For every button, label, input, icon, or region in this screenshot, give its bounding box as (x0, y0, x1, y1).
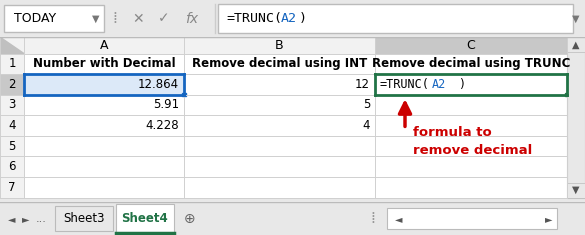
Text: ...: ... (36, 214, 47, 224)
Bar (0, 74, 24, 95)
Bar (124, 5, 224, 32)
Bar (116, 204, 174, 233)
Bar (375, 95, 567, 115)
Bar (184, 54, 375, 74)
Bar (55, 206, 113, 231)
Text: ⊕: ⊕ (184, 212, 195, 226)
Bar (0, 115, 24, 136)
Bar (24, 157, 184, 177)
Text: A2: A2 (281, 12, 297, 25)
Text: Sheet3: Sheet3 (63, 212, 105, 225)
Bar (24, 136, 184, 157)
Bar (565, 93, 569, 96)
Text: 4.228: 4.228 (146, 119, 179, 132)
Bar (0, 177, 24, 197)
Text: fx: fx (185, 12, 198, 26)
Text: TODAY: TODAY (14, 12, 56, 25)
Text: ): ) (458, 78, 465, 91)
Text: ▼: ▼ (572, 14, 580, 24)
Bar (375, 115, 567, 136)
Bar (24, 37, 184, 54)
Bar (375, 54, 567, 74)
Text: Remove decimal using TRUNC: Remove decimal using TRUNC (372, 57, 570, 70)
Bar (0, 54, 24, 74)
Bar (0, 136, 24, 157)
Bar (567, 183, 585, 197)
Bar (375, 74, 567, 95)
Text: 3: 3 (8, 98, 16, 111)
Text: 5: 5 (8, 140, 16, 153)
Text: 5.91: 5.91 (153, 98, 179, 111)
Bar (24, 54, 184, 74)
Bar (0, 157, 24, 177)
Bar (0, 37, 24, 54)
Text: 1: 1 (8, 57, 16, 70)
Bar (184, 177, 375, 197)
Text: Remove decimal using INT: Remove decimal using INT (192, 57, 367, 70)
Bar (24, 115, 184, 136)
Bar (184, 157, 375, 177)
Bar (375, 177, 567, 197)
Text: 6: 6 (8, 160, 16, 173)
Text: ▼: ▼ (572, 185, 580, 195)
Bar (24, 74, 184, 95)
Text: A: A (100, 39, 108, 52)
Text: ►: ► (545, 214, 553, 224)
Text: =TRUNC(: =TRUNC( (226, 12, 282, 25)
Bar (567, 37, 585, 52)
Text: 12: 12 (355, 78, 370, 91)
Bar (184, 136, 375, 157)
Text: ⁞: ⁞ (112, 11, 117, 26)
Bar (182, 93, 186, 96)
Bar (375, 136, 567, 157)
Bar (184, 115, 375, 136)
Bar (375, 37, 567, 54)
Text: =TRUNC(: =TRUNC( (379, 78, 429, 91)
Text: Number with Decimal: Number with Decimal (33, 57, 176, 70)
Text: Sheet4: Sheet4 (122, 212, 168, 225)
Text: ▼: ▼ (92, 14, 99, 24)
Polygon shape (0, 37, 24, 54)
Bar (184, 37, 375, 54)
Text: ◄: ◄ (8, 214, 15, 224)
Text: 4: 4 (8, 119, 16, 132)
Bar (387, 208, 557, 229)
Text: A2: A2 (432, 78, 446, 91)
Text: ⁞: ⁞ (370, 211, 375, 226)
Bar (184, 74, 375, 95)
Bar (375, 157, 567, 177)
Text: ): ) (299, 12, 307, 25)
Text: B: B (275, 39, 284, 52)
Bar (218, 4, 573, 33)
Text: ▲: ▲ (572, 39, 580, 50)
Text: 12.864: 12.864 (138, 78, 179, 91)
Text: 4: 4 (363, 119, 370, 132)
Text: formula to
remove decimal: formula to remove decimal (413, 126, 532, 157)
Text: 7: 7 (8, 181, 16, 194)
Bar (567, 37, 585, 197)
Text: ✓: ✓ (158, 12, 170, 26)
Text: ✕: ✕ (132, 12, 144, 26)
Bar (24, 177, 184, 197)
Text: 2: 2 (8, 78, 16, 91)
Bar (4, 5, 104, 32)
Text: ►: ► (22, 214, 29, 224)
Text: ◄: ◄ (395, 214, 402, 224)
Bar (24, 95, 184, 115)
Bar (0, 95, 24, 115)
Text: C: C (467, 39, 476, 52)
Bar (184, 95, 375, 115)
Text: 5: 5 (363, 98, 370, 111)
